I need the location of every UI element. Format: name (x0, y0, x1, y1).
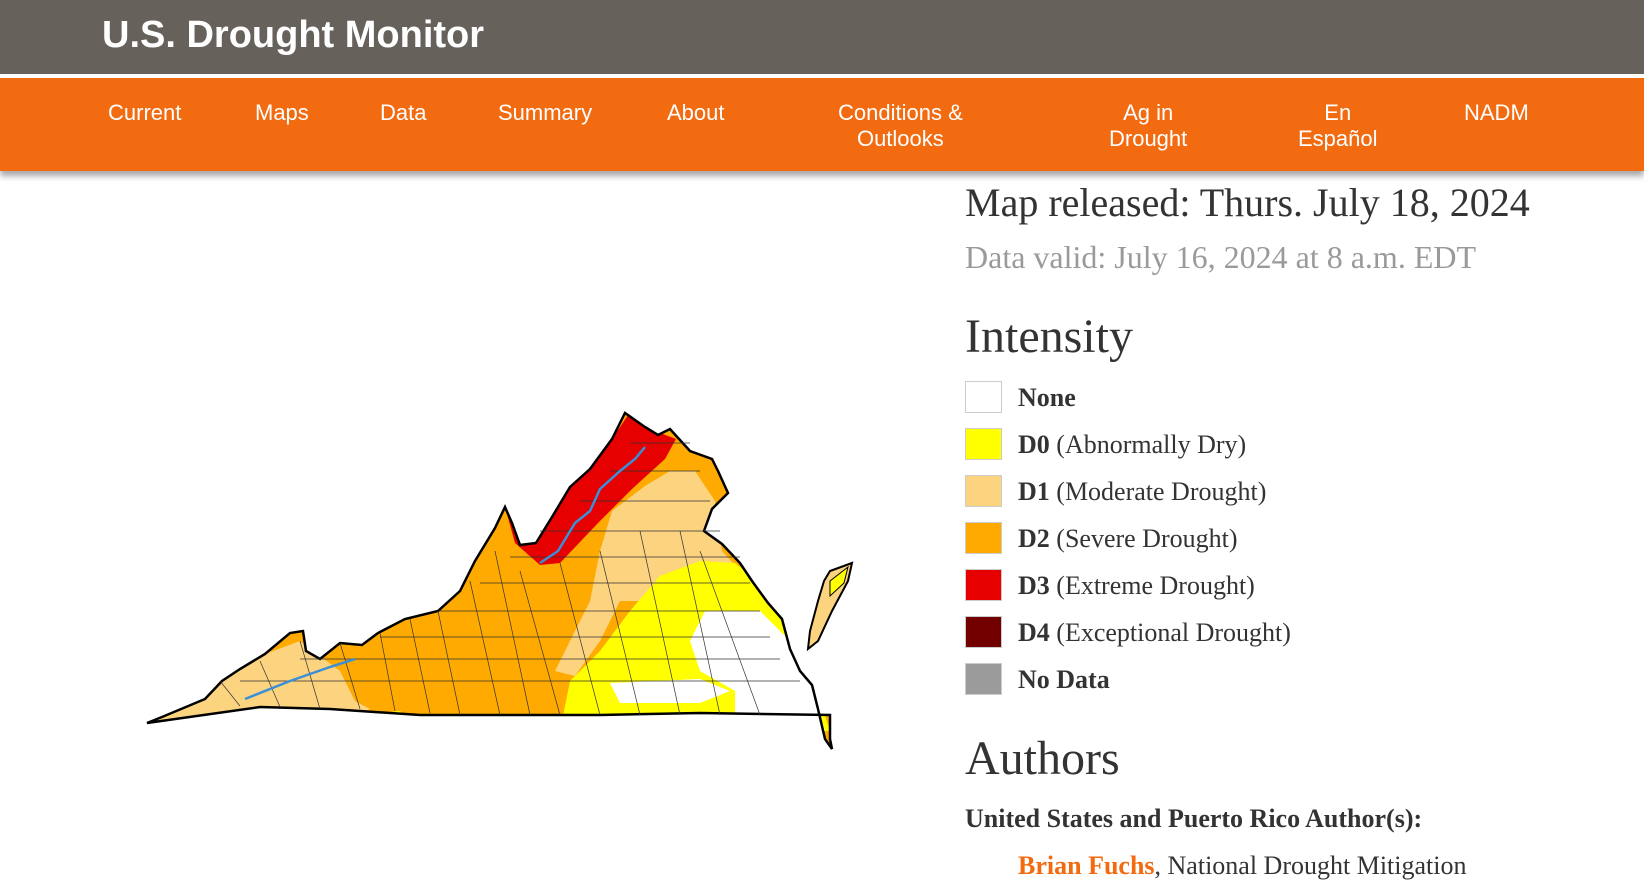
data-valid-date: Data valid: July 16, 2024 at 8 a.m. EDT (965, 239, 1477, 275)
drought-map-container (0, 171, 930, 881)
nav-data[interactable]: Data (380, 100, 427, 125)
main-nav: Current Maps Data Summary About Conditio… (0, 78, 1644, 171)
d1-area-central (555, 471, 745, 676)
legend-label: (Abnormally Dry) (1056, 430, 1247, 459)
author-link[interactable]: Brian Fuchs (1018, 851, 1155, 880)
header-divider (0, 74, 1644, 78)
site-header: U.S. Drought Monitor (0, 0, 1644, 74)
author-entry: Brian Fuchs, National Drought Mitigation (1018, 851, 1467, 881)
site-title[interactable]: U.S. Drought Monitor (102, 14, 485, 56)
nav-maps[interactable]: Maps (255, 100, 309, 125)
legend-code: D2 (1018, 524, 1050, 553)
river-shenandoah (539, 446, 646, 565)
authors-heading: Authors (965, 732, 1120, 785)
virginia-drought-map[interactable] (0, 171, 930, 881)
legend-swatch (965, 663, 1002, 695)
drought-fill-layer (147, 413, 832, 749)
legend-swatch (965, 428, 1002, 460)
legend-code: D1 (1018, 477, 1050, 506)
legend-label: None (1018, 383, 1076, 412)
none-area-tidewater (690, 611, 825, 731)
d3-area-shenandoah (505, 415, 676, 565)
river-southwest (244, 657, 356, 701)
nav-ag-in-drought[interactable]: Ag in Drought (1109, 100, 1188, 151)
legend-code: D3 (1018, 571, 1050, 600)
legend-label: (Exceptional Drought) (1056, 618, 1291, 647)
legend-label: (Extreme Drought) (1056, 571, 1255, 600)
state-outline (146, 411, 834, 750)
legend-swatch (965, 475, 1002, 507)
legend-code: D4 (1018, 618, 1050, 647)
nav-current[interactable]: Current (108, 100, 182, 125)
nav-about[interactable]: About (667, 100, 725, 125)
county-lines (219, 442, 800, 716)
none-area-south (610, 679, 730, 703)
legend-label: No Data (1018, 665, 1110, 694)
eastern-shore-d0 (829, 565, 849, 598)
intensity-heading: Intensity (965, 310, 1133, 363)
nav-summary[interactable]: Summary (498, 100, 593, 125)
nav-conditions-outlooks[interactable]: Conditions & Outlooks (838, 100, 963, 151)
legend-swatch (965, 569, 1002, 601)
legend-label: (Moderate Drought) (1056, 477, 1267, 506)
legend-label: (Severe Drought) (1056, 524, 1238, 553)
legend-swatch (965, 616, 1002, 648)
author-affiliation: , National Drought Mitigation (1154, 851, 1467, 880)
map-release-date: Map released: Thurs. July 18, 2024 (965, 180, 1530, 225)
authors-subheading: United States and Puerto Rico Author(s): (965, 804, 1423, 833)
legend-swatch (965, 522, 1002, 554)
legend-code: D0 (1018, 430, 1050, 459)
nav-nadm[interactable]: NADM (1464, 100, 1529, 125)
nav-en-espanol[interactable]: En Español (1298, 100, 1378, 151)
legend-swatch (965, 381, 1002, 413)
